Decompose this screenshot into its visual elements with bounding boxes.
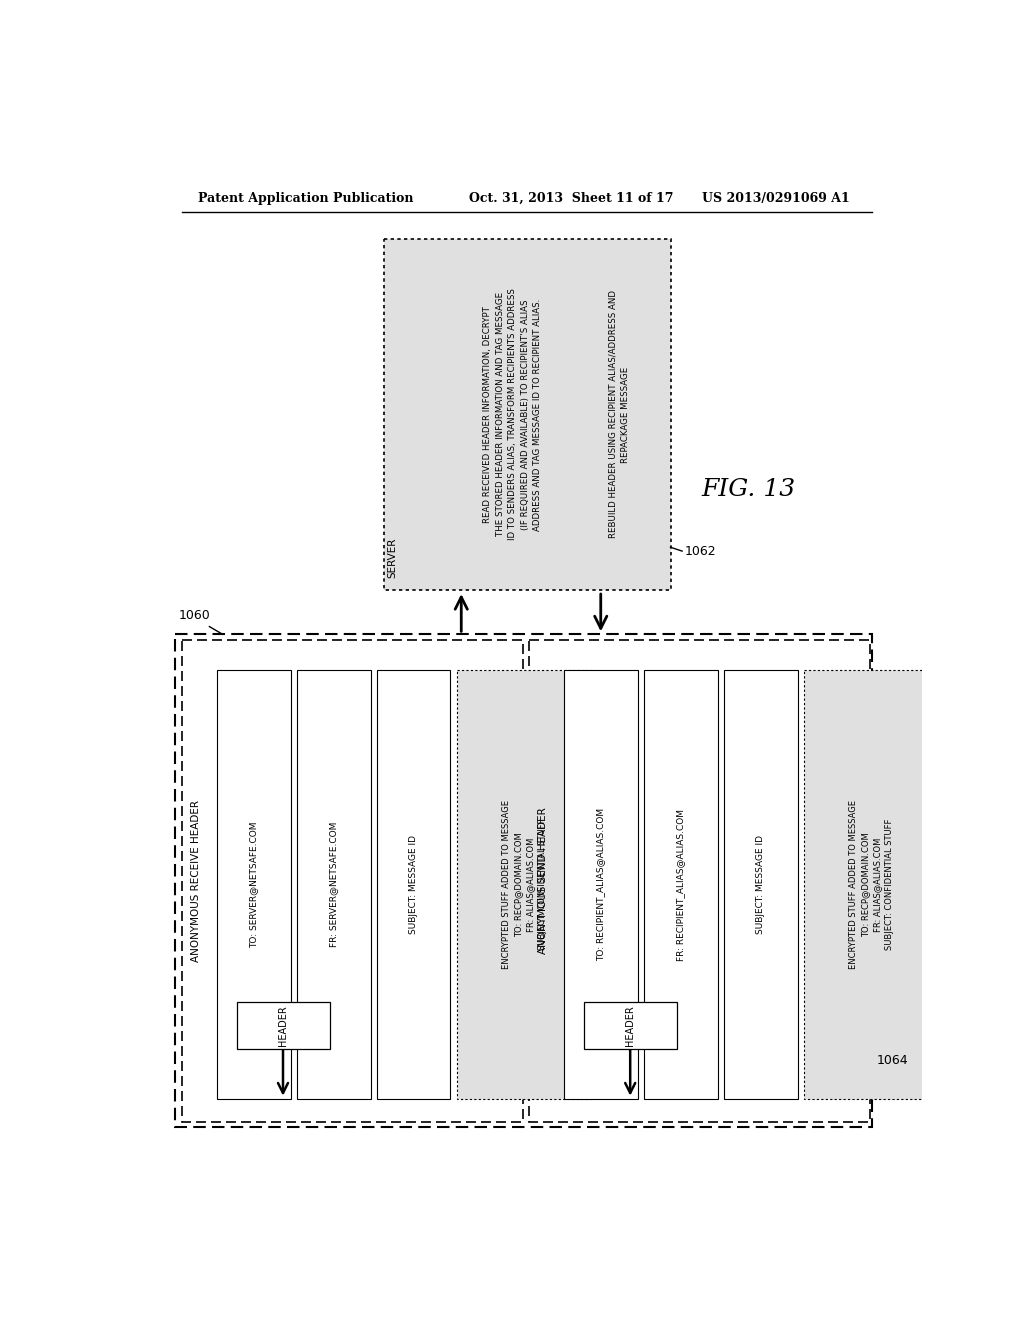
Bar <box>297 671 371 1098</box>
Text: READ RECEIVED HEADER INFORMATION, DECRYPT
THE STORED HEADER INFORMATION AND TAG : READ RECEIVED HEADER INFORMATION, DECRYP… <box>483 289 543 540</box>
Text: HEADER: HEADER <box>278 1005 288 1045</box>
Text: FR: RECIPIENT_ALIAS@ALIAS.COM: FR: RECIPIENT_ALIAS@ALIAS.COM <box>677 809 685 961</box>
Bar <box>529 640 870 1122</box>
Bar <box>174 635 872 1127</box>
Bar <box>384 239 671 590</box>
Bar <box>584 1002 677 1048</box>
Text: REBUILD HEADER USING RECIPIENT ALIAS/ADDRESS AND
REPACKAGE MESSAGE: REBUILD HEADER USING RECIPIENT ALIAS/ADD… <box>608 290 630 539</box>
Text: 1062: 1062 <box>684 545 716 557</box>
Text: 1060: 1060 <box>178 609 210 622</box>
Text: TO: RECIPIENT_ALIAS@ALIAS.COM: TO: RECIPIENT_ALIAS@ALIAS.COM <box>597 808 605 961</box>
Bar <box>217 671 291 1098</box>
Bar <box>724 671 798 1098</box>
Text: SERVER: SERVER <box>388 537 397 578</box>
Text: FIG. 13: FIG. 13 <box>701 478 796 502</box>
Text: ANONYMOUS SEND HEADER: ANONYMOUS SEND HEADER <box>539 808 549 954</box>
Text: ENCRYPTED STUFF ADDED TO MESSAGE
TO: RECP@DOMAIN.COM
FR: ALIAS@ALIAS.COM
SUBJECT: ENCRYPTED STUFF ADDED TO MESSAGE TO: REC… <box>502 800 547 969</box>
Text: FR: SERVER@NETSAFE.COM: FR: SERVER@NETSAFE.COM <box>330 822 338 948</box>
Bar <box>457 671 592 1098</box>
Text: TO: SERVER@NETSAFE.COM: TO: SERVER@NETSAFE.COM <box>250 821 258 948</box>
Text: HEADER: HEADER <box>626 1005 635 1045</box>
Bar <box>237 1002 330 1048</box>
Bar <box>804 671 939 1098</box>
Bar <box>182 640 523 1122</box>
Text: SUBJECT: MESSAGE ID: SUBJECT: MESSAGE ID <box>757 836 765 935</box>
Text: 1064: 1064 <box>877 1053 908 1067</box>
Text: ENCRYPTED STUFF ADDED TO MESSAGE
TO: RECP@DOMAIN.COM
FR: ALIAS@ALIAS.COM
SUBJECT: ENCRYPTED STUFF ADDED TO MESSAGE TO: REC… <box>850 800 894 969</box>
Text: US 2013/0291069 A1: US 2013/0291069 A1 <box>701 191 849 205</box>
Bar <box>644 671 718 1098</box>
Text: Oct. 31, 2013  Sheet 11 of 17: Oct. 31, 2013 Sheet 11 of 17 <box>469 191 674 205</box>
Text: ANONYMOUS RECEIVE HEADER: ANONYMOUS RECEIVE HEADER <box>191 800 201 962</box>
Bar <box>564 671 638 1098</box>
Text: Patent Application Publication: Patent Application Publication <box>198 191 414 205</box>
Text: SUBJECT: MESSAGE ID: SUBJECT: MESSAGE ID <box>409 836 418 935</box>
Bar <box>377 671 451 1098</box>
